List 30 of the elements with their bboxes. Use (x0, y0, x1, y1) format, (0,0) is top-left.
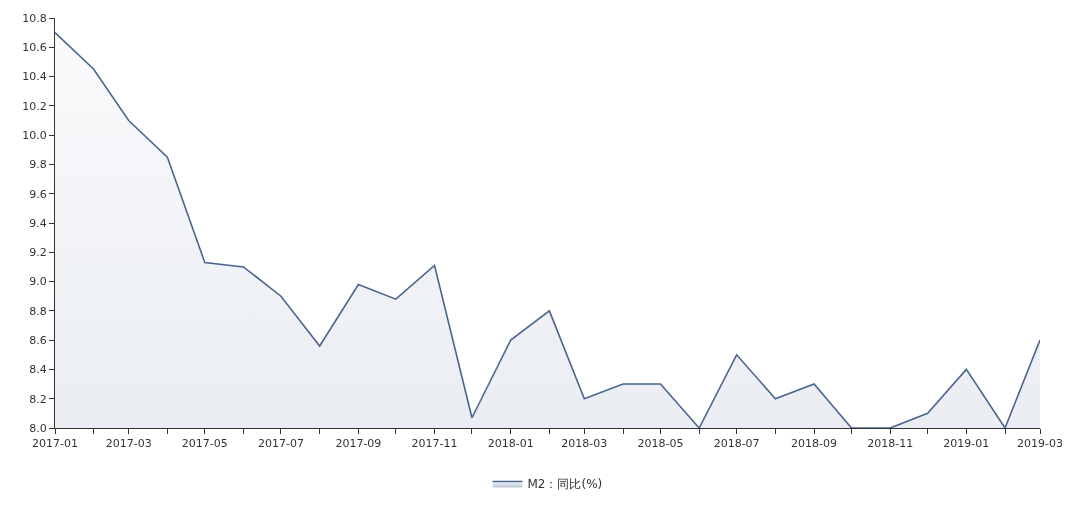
y-tick-label: 10.2 (22, 99, 47, 113)
y-tick-label: 8.4 (29, 363, 47, 377)
y-tick-label: 8.2 (29, 392, 47, 406)
y-tick-label: 10.4 (22, 70, 47, 84)
y-tick-label: 8.8 (29, 304, 47, 318)
x-tick-label: 2019-01 (943, 437, 990, 451)
legend-label: M2：同比(%) (527, 477, 603, 492)
y-tick-label: 10.8 (22, 11, 47, 25)
y-tick-label: 9.0 (29, 275, 47, 289)
y-tick-label: 8.0 (29, 421, 47, 435)
y-tick-label: 9.4 (29, 216, 47, 230)
x-tick-label: 2019-03 (1017, 437, 1063, 451)
x-tick-label: 2017-11 (411, 437, 458, 451)
x-tick-label: 2017-03 (105, 437, 152, 451)
x-tick-label: 2017-05 (181, 437, 228, 451)
y-tick-label: 9.2 (29, 246, 47, 260)
x-tick-label: 2018-07 (713, 437, 760, 451)
x-tick-label: 2018-01 (487, 437, 534, 451)
y-tick-label: 10.6 (22, 41, 47, 55)
x-tick-label: 2018-05 (637, 437, 684, 451)
x-tick-label: 2018-03 (561, 437, 608, 451)
x-tick-label: 2018-09 (791, 437, 838, 451)
y-tick-label: 9.8 (29, 158, 47, 172)
x-tick-label: 2017-01 (32, 437, 78, 451)
y-tick-label: 8.6 (29, 333, 47, 347)
x-tick-label: 2018-11 (867, 437, 914, 451)
x-tick-label: 2017-09 (335, 437, 382, 451)
x-tick-label: 2017-07 (257, 437, 304, 451)
y-tick-label: 10.0 (22, 128, 47, 142)
y-tick-label: 9.6 (29, 187, 47, 201)
